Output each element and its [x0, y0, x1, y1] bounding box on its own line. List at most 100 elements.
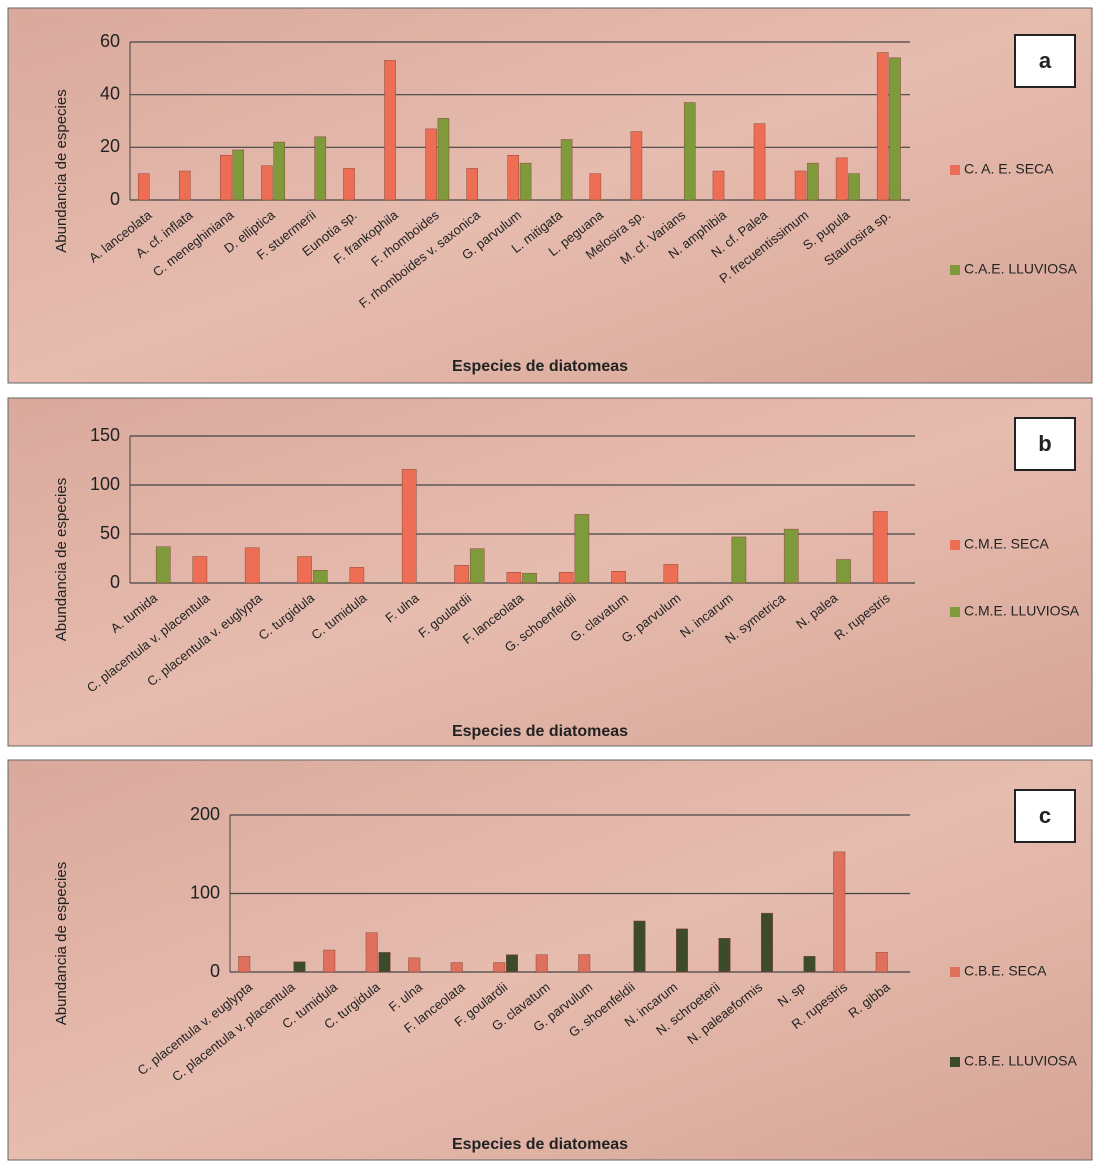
y-tick-label: 0	[110, 572, 120, 592]
bar	[425, 128, 437, 201]
y-axis-title: Abundancia de especies	[53, 478, 70, 641]
bar	[676, 928, 688, 973]
bar	[466, 168, 478, 201]
y-axis-title: Abundancia de especies	[53, 89, 70, 252]
y-tick-label: 40	[100, 83, 120, 103]
bar	[560, 139, 573, 201]
bar	[835, 157, 848, 201]
legend-label: C.M.E. LLUVIOSA	[964, 603, 1080, 619]
bar	[137, 173, 150, 201]
bar	[522, 572, 537, 584]
legend-swatch	[950, 1057, 960, 1067]
bar	[761, 912, 773, 973]
bar	[450, 962, 463, 973]
bar	[323, 949, 336, 973]
x-axis-title: Especies de diatomeas	[452, 1136, 628, 1153]
bar	[507, 154, 520, 201]
legend-swatch	[950, 265, 960, 275]
panel-label: a	[1039, 48, 1052, 73]
panel-label-box	[1014, 34, 1076, 88]
y-axis-title: Abundancia de especies	[53, 862, 70, 1025]
legend-label: C.B.E. SECA	[964, 963, 1047, 979]
bar	[244, 547, 260, 584]
bar	[384, 60, 396, 201]
bar	[220, 154, 232, 201]
bar	[535, 954, 548, 973]
legend-swatch	[950, 165, 960, 175]
bar	[712, 170, 725, 201]
bar	[192, 556, 208, 584]
bar	[273, 141, 286, 201]
bar	[349, 567, 365, 584]
y-tick-label: 50	[100, 523, 120, 543]
bar	[506, 571, 522, 584]
bar	[238, 956, 251, 973]
legend-label: C.B.E. LLUVIOSA	[964, 1053, 1077, 1069]
bar	[437, 118, 450, 201]
bar	[261, 165, 273, 201]
bar	[718, 937, 731, 973]
y-tick-label: 200	[190, 804, 220, 824]
bar	[519, 162, 532, 201]
legend-swatch	[950, 540, 960, 550]
bar	[794, 170, 807, 201]
panel-label-box	[1014, 789, 1076, 843]
bar	[836, 559, 851, 584]
bar	[783, 528, 799, 584]
bar	[683, 102, 696, 201]
panel-background	[7, 7, 1093, 384]
bar	[297, 556, 312, 584]
bar	[365, 932, 378, 973]
bar	[378, 952, 391, 973]
bar	[343, 168, 355, 201]
bar	[232, 149, 244, 201]
bar	[312, 570, 328, 584]
bar	[663, 564, 679, 584]
panel-label: b	[1038, 431, 1051, 456]
bar	[630, 131, 643, 201]
legend-swatch	[950, 967, 960, 977]
bar	[179, 170, 191, 201]
panel-label-box	[1014, 417, 1076, 471]
bar	[155, 546, 171, 584]
bar	[454, 565, 469, 584]
bar	[469, 548, 485, 584]
bar	[833, 851, 846, 973]
bar	[401, 469, 417, 584]
legend-swatch	[950, 607, 960, 617]
bar	[558, 571, 574, 584]
legend-label: C. A. E. SECA	[964, 161, 1054, 177]
bar	[578, 954, 591, 973]
bar	[807, 162, 819, 201]
legend-label: C.A.E. LLUVIOSA	[964, 261, 1077, 277]
bar	[589, 173, 602, 201]
y-tick-label: 150	[90, 425, 120, 445]
y-tick-label: 60	[100, 31, 120, 51]
bar	[803, 956, 816, 973]
bar	[506, 954, 518, 973]
bar	[314, 136, 327, 201]
bar	[611, 570, 626, 584]
bar	[493, 962, 506, 973]
x-axis-title: Especies de diatomeas	[452, 723, 628, 740]
y-tick-label: 100	[90, 474, 120, 494]
bar	[876, 52, 889, 201]
panel-label: c	[1039, 803, 1051, 828]
panel-background	[7, 759, 1093, 1161]
bar	[848, 173, 860, 201]
bar	[889, 57, 901, 201]
bar	[293, 961, 306, 973]
bar	[574, 514, 590, 584]
bar	[408, 957, 421, 973]
bar	[731, 536, 747, 584]
bar	[875, 952, 888, 973]
y-tick-label: 0	[110, 189, 120, 209]
y-tick-label: 20	[100, 136, 120, 156]
panel-background	[7, 397, 1093, 747]
y-tick-label: 100	[190, 882, 220, 902]
bar	[753, 123, 766, 201]
y-tick-label: 0	[210, 961, 220, 981]
legend-label: C.M.E. SECA	[964, 536, 1049, 552]
bar	[872, 511, 888, 584]
